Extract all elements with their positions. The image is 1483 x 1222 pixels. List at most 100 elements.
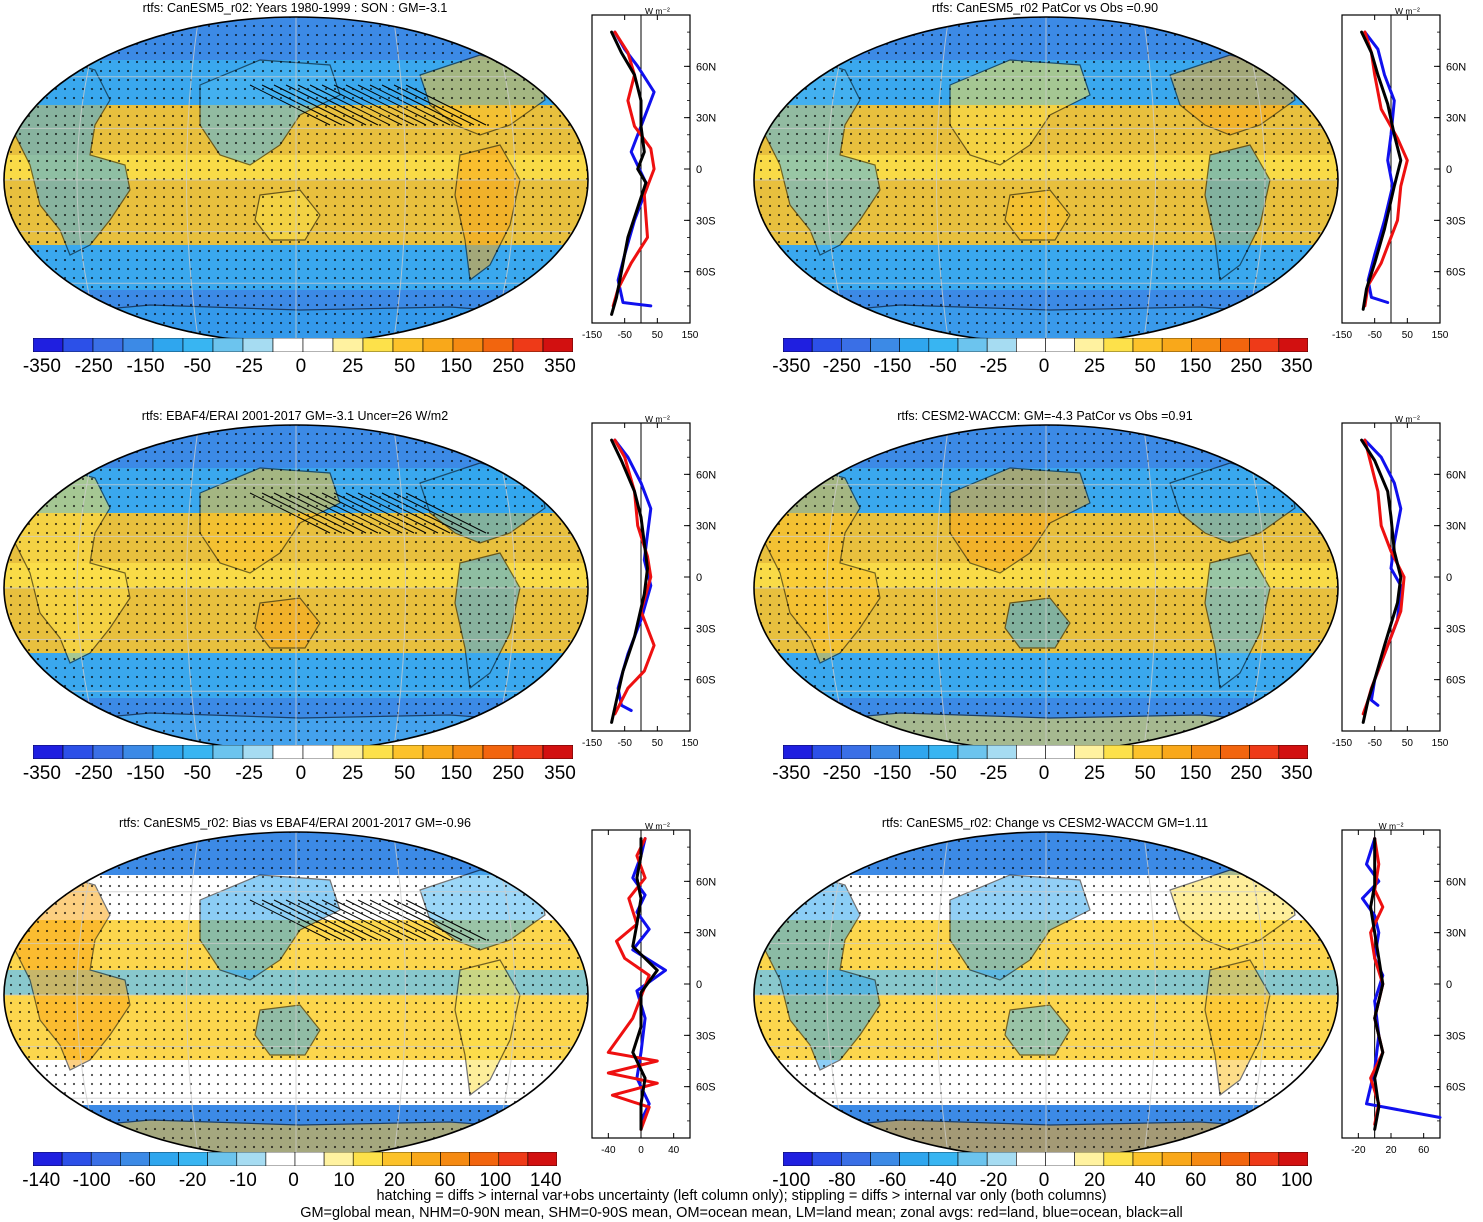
hatching-line [333,899,415,941]
hatching-line [309,492,391,534]
y-tick-label: 30N [1446,113,1466,125]
colorbar-label: -50 [183,356,212,377]
panel-title: rtfs: CanESM5_r02: Bias vs EBAF4/ERAI 20… [119,816,471,830]
colorbar-swatch [207,1152,238,1166]
colorbar-label: -350 [772,763,811,784]
colorbar-swatch [928,1152,959,1166]
hatching-line [261,84,343,126]
y-tick-label: 0 [696,572,702,584]
colorbar-swatch [149,1152,179,1166]
hatching-line [285,899,367,941]
hatching-line [393,899,475,941]
colorbar-swatch [61,1152,92,1166]
x-tick-label: 20 [1385,1145,1397,1156]
colorbar-swatch [1191,1152,1221,1166]
colorbar-label: 60 [1185,1170,1207,1191]
hatching-line [273,492,355,534]
y-tick-label: 60N [696,876,716,888]
hatching-line [369,492,451,534]
colorbar-label: -20 [979,1170,1008,1191]
zonal-series-line-red [1363,30,1409,308]
colorbar-swatch [1016,745,1046,759]
hatching-line [393,84,475,126]
colorbar-label: -25 [979,763,1008,784]
hatching-line [321,84,403,126]
colorbar-label: -250 [822,356,861,377]
zonal-average-chart: 60N 30N 0 30S 60S -150 -50 50 150 W m⁻² [1332,6,1466,341]
colorbar-label: -150 [873,763,912,784]
zonal-series-line-black [610,438,649,724]
zonal-average-chart: 60N 30N 0 30S 60S -150 -50 50 150 W m⁻² [582,414,716,749]
colorbar-label: -25 [979,356,1008,377]
colorbar-swatch [469,1152,500,1166]
colorbar-swatch [1074,1152,1105,1166]
unit-label: W m⁻² [645,414,670,424]
hatching-line [345,84,427,126]
colorbar-label: -100 [772,1170,811,1191]
colorbar-label: 350 [544,356,576,377]
footnote-line-2: GM=global mean, NHM=0-90N mean, SHM=0-90… [300,1205,1183,1221]
panel-title: rtfs: CESM2-WACCM: GM=-4.3 PatCor vs Obs… [897,409,1193,423]
colorbar-swatch [411,1152,441,1166]
colorbar-swatch [870,1152,900,1166]
colorbar-swatch [542,338,573,352]
colorbar-swatch [1132,338,1163,352]
colorbar-swatch [1103,745,1134,759]
zonal-series-line-blue [631,837,667,1123]
colorbar-swatch [1045,745,1075,759]
hatching-line [321,492,403,534]
hatching-line [345,899,427,941]
x-tick-label: 50 [1402,738,1414,749]
colorbar-swatch [899,1152,930,1166]
colorbar-label: 0 [295,763,307,784]
x-tick-label: -50 [1367,330,1382,341]
colorbar-label: 20 [383,1170,405,1191]
colorbar-swatch [422,338,454,352]
zonal-average-chart: 60N 30N 0 30S 60S -20 20 60 W m⁻² [1341,821,1466,1156]
world-map [753,424,1339,752]
colorbar-swatch [841,745,871,759]
graticule-line [936,425,950,751]
y-tick-label: 60N [696,61,716,73]
colorbar-label: -25 [235,356,263,377]
colorbar-swatch [62,338,94,352]
colorbar [783,745,1308,759]
colorbar-label: 25 [1083,763,1106,784]
colorbar-label: 150 [440,356,473,377]
colorbar-swatch [33,745,64,759]
hatching-line [369,84,451,126]
colorbar-swatch [362,338,394,352]
panel-middle-left: rtfs: EBAF4/ERAI 2001-2017 GM=-3.1 Uncer… [0,408,740,808]
panel-bottom-left: rtfs: CanESM5_r02: Bias vs EBAF4/ERAI 20… [0,815,740,1195]
graticule-line [936,17,950,343]
colorbar-swatch [957,338,988,352]
colorbar-label: -80 [828,1170,856,1191]
colorbar-label: 50 [394,763,416,784]
colorbar-label: -350 [22,763,61,784]
y-tick-label: 0 [696,979,702,991]
hatching-line [405,84,487,126]
y-tick-label: 0 [1446,164,1452,176]
y-tick-label: 60N [1446,469,1466,481]
colorbar-label: -350 [22,356,61,377]
colorbar-label: -10 [229,1170,257,1191]
colorbar-swatch [33,1152,63,1166]
graticule-line [1142,425,1156,751]
unit-label: W m⁻² [1395,6,1420,16]
colorbar-swatch [957,1152,988,1166]
colorbar-label: -25 [235,763,263,784]
colorbar-label: -60 [128,1170,156,1191]
colorbar-label: -150 [126,356,165,377]
hatching-line [357,84,439,126]
hatching-line [273,84,355,126]
unit-label: W m⁻² [645,821,670,831]
x-tick-label: -50 [617,738,632,749]
hatching-line [297,899,379,941]
colorbar-swatch [1161,1152,1192,1166]
colorbar-swatch [482,338,514,352]
colorbar-swatch [332,745,364,759]
colorbar-swatch [452,338,484,352]
panel-title: rtfs: CanESM5_r02: Change vs CESM2-WACCM… [881,816,1209,830]
colorbar-label: 350 [544,763,576,784]
zonal-series-line-black [1369,837,1385,1131]
